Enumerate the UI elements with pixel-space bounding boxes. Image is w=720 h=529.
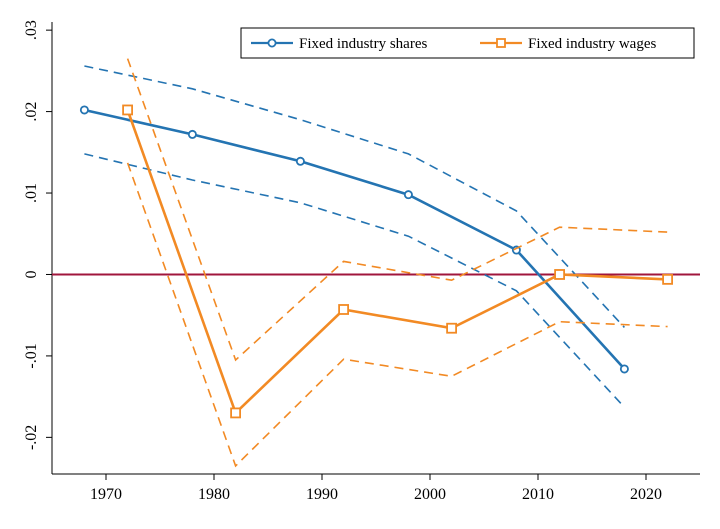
ci-upper-line-shares bbox=[84, 65, 625, 328]
y-tick-label: .03 bbox=[23, 20, 40, 40]
data-point-shares bbox=[295, 156, 305, 166]
ci-lower-line-shares bbox=[84, 153, 625, 408]
series-line-shares bbox=[84, 108, 626, 370]
ci-lower-line-wages bbox=[126, 162, 668, 468]
axes-group: 1970 1980 1990 2000 2010 2020 -.02 -.01 0 .01 .02.… bbox=[23, 20, 700, 503]
data-point-wages bbox=[230, 407, 242, 419]
legend: Fixed industry shares Fixed industry wag… bbox=[240, 27, 695, 59]
data-point-wages bbox=[338, 304, 350, 315]
x-tick-label: 2020 bbox=[630, 486, 662, 503]
data-point-shares bbox=[79, 105, 89, 115]
y-tick-label: 0 bbox=[23, 270, 40, 278]
series-group bbox=[79, 58, 673, 468]
x-tick-label: 2010 bbox=[522, 486, 554, 503]
legend-label-wages: Fixed industry wages bbox=[528, 36, 656, 52]
data-point-shares bbox=[187, 129, 197, 139]
data-point-wages bbox=[122, 104, 133, 116]
y-tick-label: -.02 bbox=[23, 425, 40, 450]
x-tick-label: 2000 bbox=[414, 486, 446, 503]
data-point-wages bbox=[662, 273, 673, 285]
x-tick-label: 1990 bbox=[306, 486, 338, 503]
data-point-wages bbox=[554, 269, 565, 280]
legend-marker-wages bbox=[496, 38, 506, 48]
data-point-shares bbox=[403, 190, 413, 200]
legend-label-shares: Fixed industry shares bbox=[299, 36, 427, 52]
x-tick-label: 1970 bbox=[90, 486, 122, 503]
ci-upper-line-wages bbox=[126, 58, 668, 362]
y-tick-label: .01 bbox=[23, 183, 40, 203]
data-point-wages bbox=[446, 322, 458, 334]
legend-box bbox=[240, 27, 695, 59]
data-point-shares bbox=[619, 364, 629, 374]
series-line-wages bbox=[126, 109, 668, 416]
y-tick-label: .02 bbox=[23, 102, 40, 122]
x-tick-label: 1980 bbox=[198, 486, 230, 503]
y-tick-label: -.01 bbox=[23, 343, 40, 368]
legend-marker-shares bbox=[267, 38, 277, 48]
